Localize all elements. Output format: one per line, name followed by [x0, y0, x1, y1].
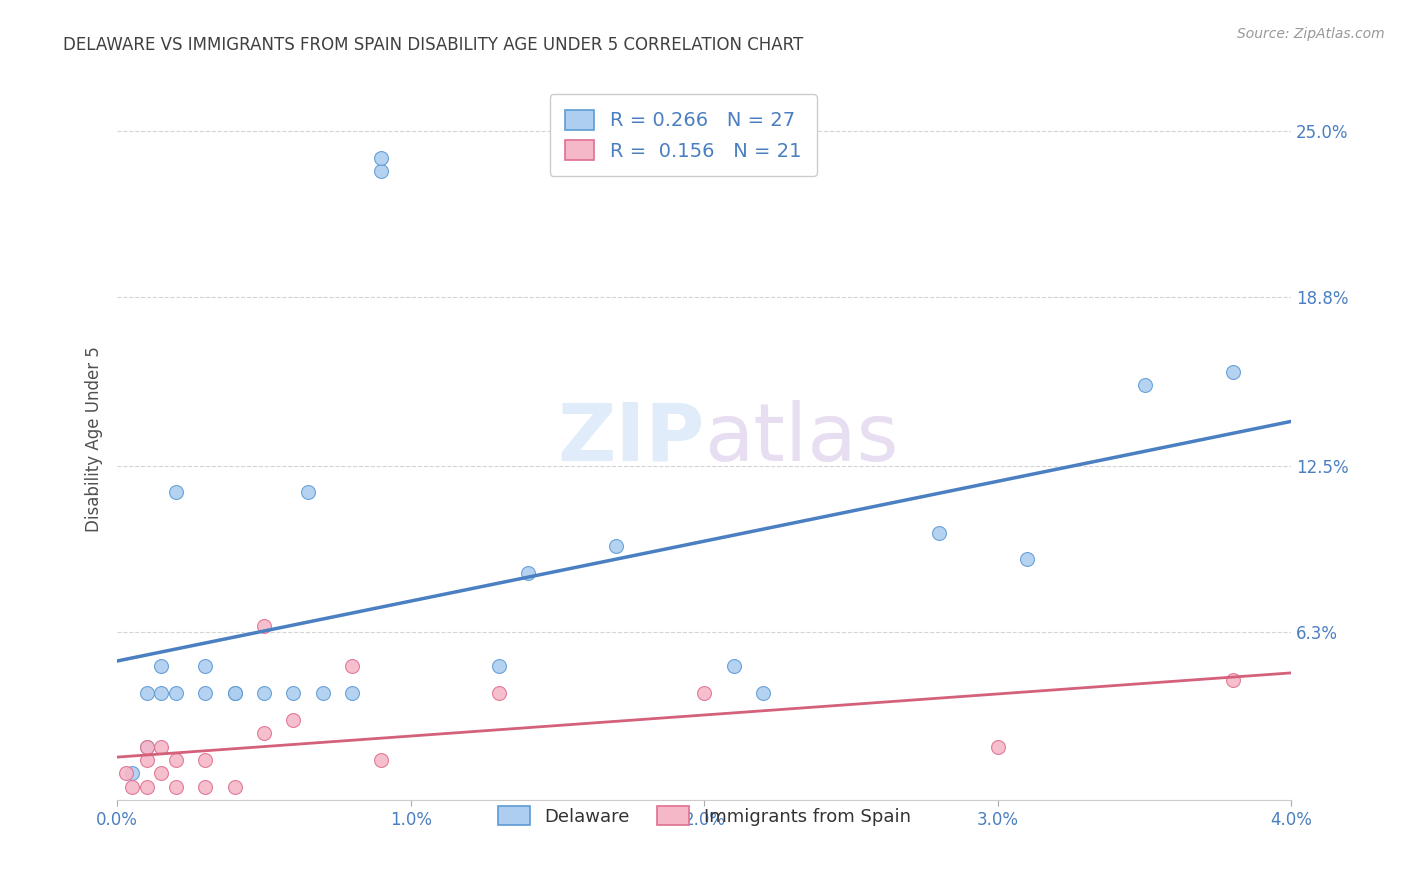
Point: [150, 686, 173, 700]
Text: DELAWARE VS IMMIGRANTS FROM SPAIN DISABILITY AGE UNDER 5 CORRELATION CHART: DELAWARE VS IMMIGRANTS FROM SPAIN DISABI…: [63, 36, 803, 54]
Point: [253, 619, 276, 633]
Point: [987, 739, 1010, 754]
Point: [488, 686, 510, 700]
Point: [121, 780, 143, 794]
Point: [135, 686, 157, 700]
Point: [194, 753, 217, 767]
Point: [194, 659, 217, 673]
Point: [1222, 673, 1244, 687]
Point: [283, 713, 305, 727]
Point: [253, 726, 276, 740]
Text: Source: ZipAtlas.com: Source: ZipAtlas.com: [1237, 27, 1385, 41]
Point: [150, 766, 173, 780]
Point: [311, 686, 333, 700]
Point: [283, 686, 305, 700]
Point: [723, 659, 745, 673]
Point: [340, 686, 363, 700]
Point: [370, 164, 392, 178]
Point: [165, 780, 187, 794]
Point: [194, 686, 217, 700]
Point: [224, 686, 246, 700]
Point: [224, 686, 246, 700]
Point: [517, 566, 540, 580]
Point: [165, 686, 187, 700]
Point: [194, 780, 217, 794]
Point: [1222, 365, 1244, 379]
Point: [1133, 378, 1156, 392]
Point: [165, 753, 187, 767]
Text: atlas: atlas: [704, 400, 898, 478]
Legend: Delaware, Immigrants from Spain: Delaware, Immigrants from Spain: [488, 797, 920, 835]
Point: [165, 485, 187, 500]
Point: [150, 739, 173, 754]
Point: [693, 686, 716, 700]
Point: [253, 686, 276, 700]
Point: [135, 780, 157, 794]
Point: [370, 753, 392, 767]
Point: [1017, 552, 1039, 566]
Point: [135, 739, 157, 754]
Point: [340, 659, 363, 673]
Point: [135, 739, 157, 754]
Point: [115, 766, 138, 780]
Point: [605, 539, 627, 553]
Y-axis label: Disability Age Under 5: Disability Age Under 5: [86, 346, 103, 532]
Point: [224, 780, 246, 794]
Point: [488, 659, 510, 673]
Point: [121, 766, 143, 780]
Point: [150, 659, 173, 673]
Point: [752, 686, 775, 700]
Point: [135, 753, 157, 767]
Point: [928, 525, 950, 540]
Point: [297, 485, 319, 500]
Point: [370, 151, 392, 165]
Text: ZIP: ZIP: [557, 400, 704, 478]
